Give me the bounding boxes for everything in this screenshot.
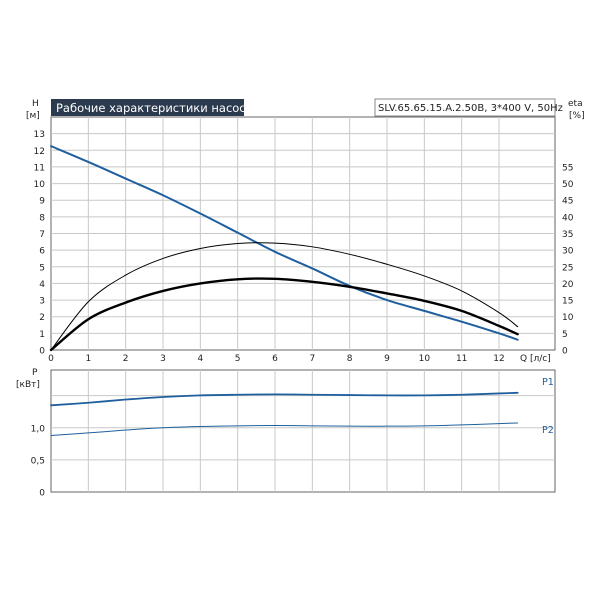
y2-tick-label: 25 bbox=[562, 263, 573, 273]
y-tick-label: 1 bbox=[39, 330, 45, 340]
power-plot-area bbox=[50, 369, 556, 493]
y2-tick-label: 30 bbox=[562, 247, 574, 257]
y-tick-label: 9 bbox=[39, 197, 45, 207]
power-series-line-p1 bbox=[50, 391, 519, 407]
power-series bbox=[50, 391, 519, 436]
y-tick-label: 4 bbox=[39, 280, 45, 290]
y-tick-label: 2 bbox=[39, 313, 45, 323]
x-tick-label: 5 bbox=[235, 354, 241, 364]
y-tick-label: 10 bbox=[34, 180, 46, 190]
y-tick-label: 7 bbox=[39, 230, 45, 240]
x-tick-label: 0 bbox=[48, 354, 54, 364]
x-axis-label: Q [л/с] bbox=[520, 354, 551, 364]
series-line-efficiency_bold bbox=[49, 277, 519, 352]
y-tick-label: 13 bbox=[34, 130, 45, 140]
model-box bbox=[374, 98, 556, 117]
y-tick-label: 6 bbox=[39, 247, 45, 257]
x-tick-label: 9 bbox=[384, 354, 390, 364]
y-tick-label: 3 bbox=[39, 297, 45, 307]
y2-tick-label: 10 bbox=[562, 313, 574, 323]
power-tick-labels: 0 0,5 1,0 bbox=[31, 424, 46, 498]
x-tick-label: 1 bbox=[85, 354, 91, 364]
series-line-head bbox=[50, 145, 519, 341]
x-tick-label: 8 bbox=[347, 354, 353, 364]
series-label-p2: P2 bbox=[542, 425, 554, 436]
y-axis-label-top: H bbox=[32, 99, 39, 109]
x-tick-label: 7 bbox=[309, 354, 315, 364]
power-y-tick-label: 0,5 bbox=[31, 456, 45, 466]
x-tick-label: 2 bbox=[123, 354, 129, 364]
x-tick-label: 12 bbox=[493, 354, 504, 364]
title-banner bbox=[51, 99, 244, 116]
x-tick-label: 6 bbox=[272, 354, 278, 364]
y-axis-unit: [м] bbox=[26, 111, 40, 121]
y2-tick-label: 15 bbox=[562, 297, 573, 307]
head-grid bbox=[51, 117, 555, 350]
chart-title: Рабочие характеристики насоса bbox=[56, 101, 253, 115]
power-grid bbox=[51, 370, 555, 492]
power-y-tick-label: 1,0 bbox=[31, 424, 46, 434]
y2-tick-label: 5 bbox=[562, 330, 568, 340]
x-tick-label: 11 bbox=[456, 354, 467, 364]
head-chart: 0 1 2 3 4 5 6 7 8 9 10 11 12012345678910111213051015… bbox=[26, 98, 585, 364]
power-y-axis-label-top: P bbox=[32, 368, 38, 378]
x-tick-label: 4 bbox=[197, 354, 203, 364]
head-series bbox=[49, 145, 519, 352]
power-chart: 0 0,5 1,0 P [кВт] P1 P2 bbox=[16, 368, 556, 499]
x-tick-label: 3 bbox=[160, 354, 166, 364]
y2-tick-label: 20 bbox=[562, 280, 574, 290]
power-series-line-p2 bbox=[50, 422, 519, 436]
head-tick-labels: 0 1 2 3 4 5 6 7 8 9 10 11 12012345678910111213051015… bbox=[34, 130, 574, 364]
y2-tick-label: 35 bbox=[562, 230, 573, 240]
y-tick-label: 11 bbox=[34, 163, 45, 173]
series-label-p1: P1 bbox=[542, 377, 554, 388]
power-y-axis-unit: [кВт] bbox=[16, 380, 40, 390]
y2-tick-label: 0 bbox=[562, 347, 568, 357]
y2-axis-unit: [%] bbox=[569, 111, 585, 121]
series-line-efficiency_thin bbox=[50, 242, 519, 351]
model-label: SLV.65.65.15.A.2.50B, 3*400 V, 50Hz bbox=[378, 103, 563, 114]
x-tick-label: 10 bbox=[419, 354, 431, 364]
power-y-tick-label: 0 bbox=[39, 489, 45, 499]
y-tick-label: 5 bbox=[39, 263, 45, 273]
y2-axis-label-top: eta bbox=[568, 99, 583, 109]
y-tick-label: 8 bbox=[39, 213, 45, 223]
y2-tick-label: 40 bbox=[562, 213, 574, 223]
y-tick-label: 12 bbox=[34, 147, 45, 157]
y2-tick-label: 50 bbox=[562, 180, 574, 190]
y-tick-label: 0 bbox=[39, 347, 45, 357]
y2-tick-label: 55 bbox=[562, 163, 573, 173]
y2-tick-label: 45 bbox=[562, 197, 573, 207]
